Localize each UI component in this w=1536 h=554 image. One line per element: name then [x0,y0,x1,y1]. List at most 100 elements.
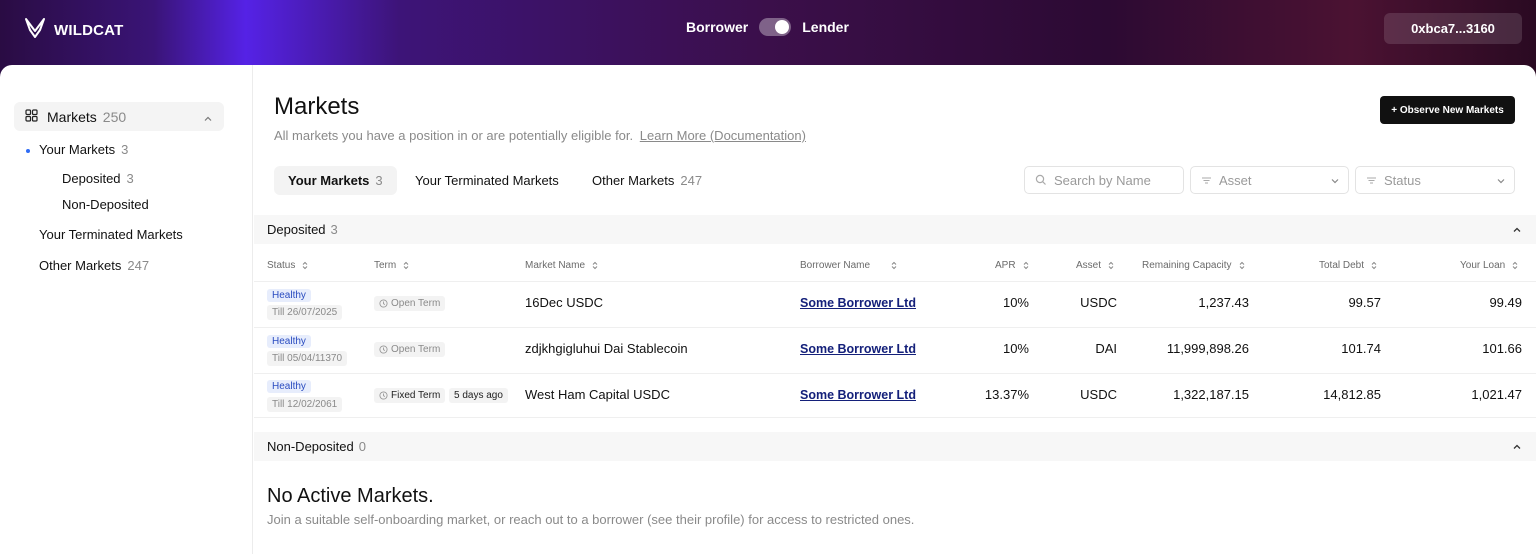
search-icon [1035,174,1047,186]
sidebar-item-label: Your Terminated Markets [39,227,183,242]
section-label: Deposited [267,222,326,237]
column-header-term[interactable]: Term [374,260,409,271]
clock-icon [379,391,388,400]
learn-more-link[interactable]: Learn More (Documentation) [639,128,806,143]
market-name[interactable]: West Ham Capital USDC [525,387,670,402]
empty-state-description: Join a suitable self-onboarding market, … [267,512,915,527]
sidebar-item-terminated[interactable]: Your Terminated Markets [39,227,183,242]
tab-your-markets[interactable]: Your Markets 3 [274,166,397,195]
column-label: Status [267,260,296,271]
column-header-market-name[interactable]: Market Name [525,260,598,271]
column-header-your-loan[interactable]: Your Loan [1460,260,1518,271]
column-label: Market Name [525,260,586,271]
column-label: Total Debt [1319,260,1365,271]
page-subtitle: All markets you have a position in or ar… [274,128,806,143]
sort-icon [1239,261,1245,270]
sidebar-item-non-deposited[interactable]: Non-Deposited [62,197,149,212]
content: Markets All markets you have a position … [254,65,1536,554]
asset-filter-select[interactable]: Asset [1190,166,1349,194]
top-bar: WILDCAT Borrower Lender 0xbca7...3160 [0,0,1536,64]
tab-label: Your Terminated Markets [415,173,559,188]
tab-label: Your Markets [288,173,370,188]
tab-label: Other Markets [592,173,675,188]
total-debt-value: 99.57 [1348,295,1381,310]
empty-state-title: No Active Markets. [267,485,434,507]
role-switch[interactable] [759,18,792,36]
sort-icon [891,261,897,270]
main-panel: Markets 250 Your Markets 3 Deposited 3 N… [0,65,1536,554]
page-title: Markets [274,93,360,120]
total-debt-value: 14,812.85 [1323,387,1381,402]
term-badge: Open Term [374,342,446,357]
tab-other-markets[interactable]: Other Markets 247 [578,166,716,195]
logo-text: WILDCAT [54,22,124,39]
deposited-section-header[interactable]: Deposited 3 [254,215,1536,244]
status-filter-select[interactable]: Status [1355,166,1515,194]
subtitle-text: All markets you have a position in or ar… [274,128,634,143]
till-date: Till 26/07/2025 [267,305,343,320]
sidebar-markets-header[interactable]: Markets 250 [14,102,224,131]
chevron-up-icon[interactable] [1512,442,1522,452]
filter-lines-icon [1201,175,1212,186]
sidebar-item-your-markets[interactable]: Your Markets 3 [39,142,128,157]
borrower-label[interactable]: Borrower [686,19,749,35]
market-name[interactable]: zdjkhgigluhui Dai Stablecoin [525,341,688,356]
observe-new-markets-button[interactable]: + Observe New Markets [1380,96,1515,124]
column-header-remaining-capacity[interactable]: Remaining Capacity [1142,260,1245,271]
sidebar-item-other-markets[interactable]: Other Markets 247 [39,258,149,273]
wallet-button[interactable]: 0xbca7...3160 [1384,13,1522,44]
active-dot [26,149,30,153]
column-header-apr[interactable]: APR [995,260,1029,271]
column-header-borrower-name[interactable]: Borrower Name [800,260,897,271]
your-loan-value: 101.66 [1482,341,1522,356]
sidebar-item-deposited[interactable]: Deposited 3 [62,171,134,186]
sidebar-item-count: 3 [126,171,134,186]
logo[interactable]: WILDCAT [24,17,123,44]
borrower-link[interactable]: Some Borrower Ltd [800,342,916,356]
switch-knob [775,20,790,34]
chevron-down-icon [1330,176,1340,186]
status-badge: Healthy [267,380,311,393]
your-loan-value: 99.49 [1489,295,1522,310]
remaining-capacity-value: 1,237.43 [1198,295,1249,310]
wildcat-logo-icon [24,17,46,44]
divider [254,281,1536,282]
till-date: Till 05/04/11370 [267,351,348,366]
term-badge: Fixed Term [374,388,446,403]
search-input[interactable]: Search by Name [1024,166,1184,194]
column-label: Borrower Name [800,260,871,271]
borrower-link[interactable]: Some Borrower Ltd [800,388,916,402]
divider [254,417,1536,418]
remaining-capacity-value: 11,999,898.26 [1166,341,1249,356]
chevron-up-icon[interactable] [1512,225,1522,235]
column-header-status[interactable]: Status [267,260,308,271]
column-header-asset[interactable]: Asset [1076,260,1114,271]
tab-count: 247 [680,173,703,188]
chevron-down-icon [1496,176,1506,186]
non-deposited-section-header[interactable]: Non-Deposited 0 [254,432,1536,461]
market-name[interactable]: 16Dec USDC [525,295,604,310]
column-label: Remaining Capacity [1142,260,1232,271]
sort-icon [1371,261,1377,270]
chevron-up-icon[interactable] [203,111,213,127]
sidebar-item-label: Deposited [62,171,121,186]
sort-icon [1108,261,1114,270]
sidebar-item-label: Other Markets [39,258,122,273]
search-placeholder: Search by Name [1054,172,1151,188]
sort-icon [403,261,409,270]
grid-icon [25,108,38,125]
tab-your-terminated-markets[interactable]: Your Terminated Markets [401,166,573,195]
sidebar-item-count: 3 [121,142,129,157]
column-header-total-debt[interactable]: Total Debt [1319,260,1377,271]
apr-value: 13.37% [984,387,1029,402]
sidebar-item-label: Your Markets [39,142,116,157]
lender-label[interactable]: Lender [802,19,849,35]
term-badge: Open Term [374,296,446,311]
section-count: 3 [330,222,338,237]
role-toggle: Borrower Lender [686,18,849,36]
apr-value: 10% [1002,341,1029,356]
sidebar-item-count: 247 [127,258,150,273]
borrower-link[interactable]: Some Borrower Ltd [800,296,916,310]
sidebar: Markets 250 Your Markets 3 Deposited 3 N… [0,65,253,554]
filter-lines-icon [1366,175,1377,186]
